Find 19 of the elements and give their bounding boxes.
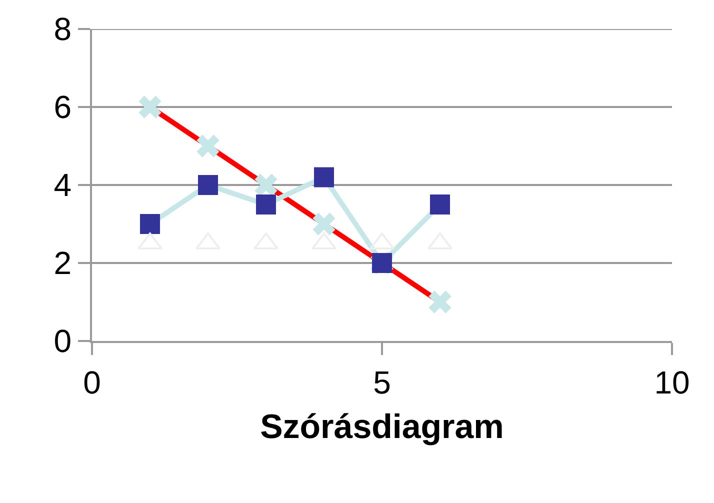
x-tick-label: 5 [373, 364, 391, 400]
y-tick-label: 4 [54, 167, 72, 204]
point [430, 194, 450, 214]
point [428, 290, 452, 314]
point [140, 214, 160, 234]
x-tick-label: 0 [83, 364, 101, 400]
point [312, 212, 336, 236]
point [196, 134, 220, 158]
y-tick-label: 8 [54, 11, 72, 48]
point [256, 194, 276, 214]
point [198, 175, 218, 195]
point [138, 96, 162, 118]
x-axis-title: Szórásdiagram [260, 408, 504, 446]
y-tick-label: 0 [54, 323, 72, 360]
point [314, 167, 334, 188]
y-tick-label: 2 [54, 245, 72, 282]
x-tick-label: 10 [654, 364, 690, 400]
y-tick-label: 6 [54, 89, 72, 126]
point [254, 174, 278, 196]
